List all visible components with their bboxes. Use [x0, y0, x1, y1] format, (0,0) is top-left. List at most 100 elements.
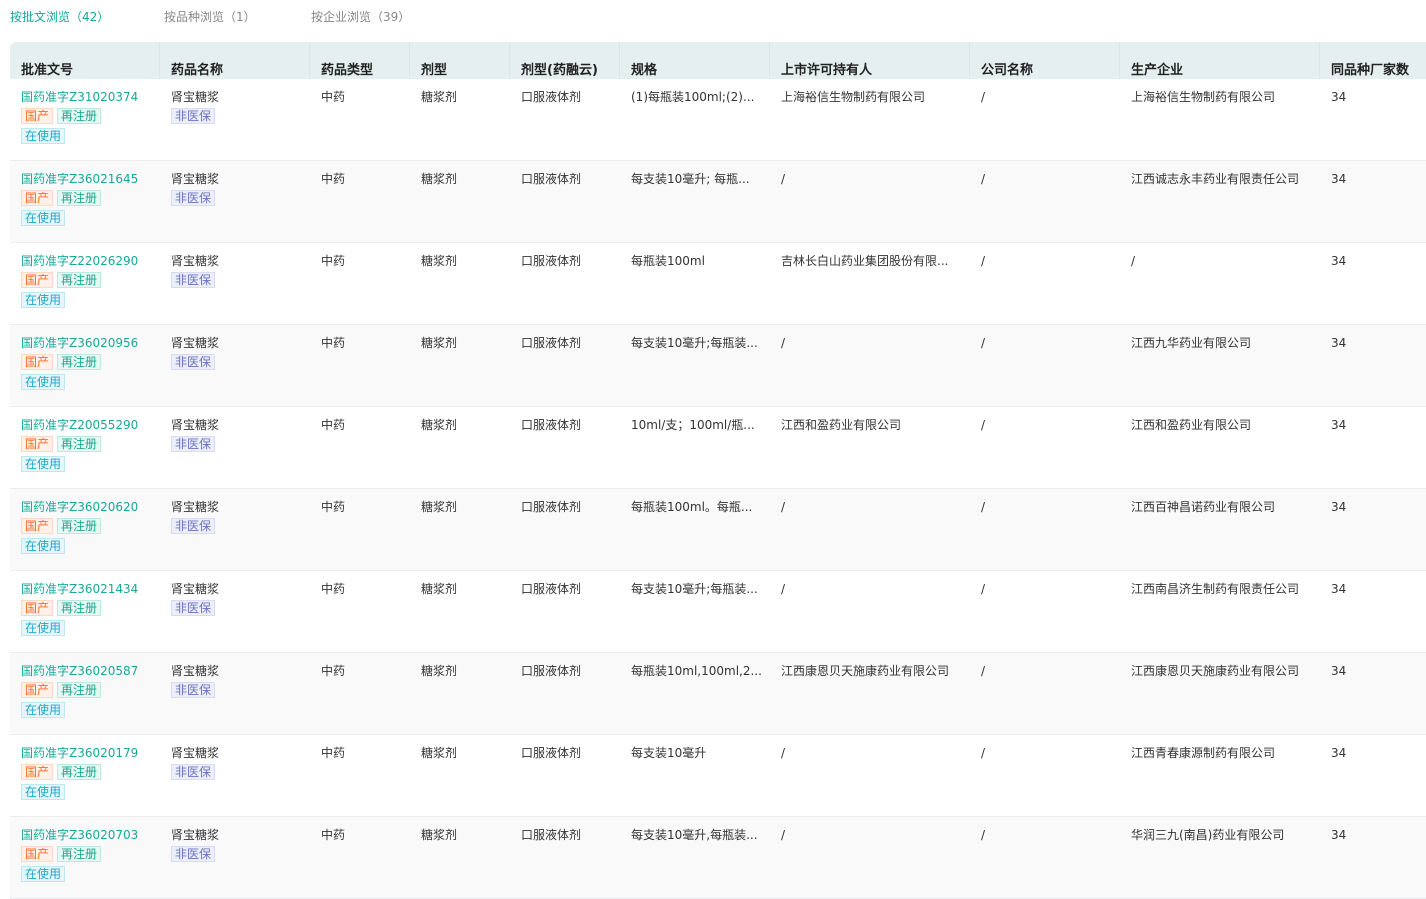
tab-by-variety[interactable]: 按品种浏览（1） [164, 10, 256, 24]
tag-in-use: 在使用 [21, 456, 66, 472]
tag-non-insurance: 非医保 [171, 272, 216, 288]
cell-holder: / [770, 735, 970, 816]
drug-name: 肾宝糖浆 [171, 828, 220, 842]
form2-value: 口服液体剂 [521, 90, 582, 104]
approval-number-link[interactable]: 国药准字Z22026290 [21, 254, 139, 268]
cell-manufacturer: / [1120, 243, 1320, 324]
cell-spec: 每支装10毫升;每瓶装... [620, 325, 770, 406]
table-body: 国药准字Z31020374 国产 再注册 在使用 肾宝糖浆 非医保 中药 糖浆剂 口服液体剂 (1… [10, 79, 1426, 899]
spec-value: 每支装10毫升,每瓶装... [631, 828, 758, 842]
tag-non-insurance: 非医保 [171, 764, 216, 780]
cell-approval: 国药准字Z36020587 国产 再注册 在使用 [10, 653, 160, 734]
form2-value: 口服液体剂 [521, 336, 582, 350]
cell-holder: / [770, 161, 970, 242]
manufacturer-value: 江西康恩贝天施康药业有限公司 [1131, 664, 1300, 678]
tag-reregister: 再注册 [57, 354, 102, 370]
type-value: 中药 [321, 746, 346, 760]
count-value: 34 [1331, 664, 1347, 678]
cell-holder: / [770, 489, 970, 570]
cell-manufacturer: 江西和盈药业有限公司 [1120, 407, 1320, 488]
column-header-form2: 剂型(药融云) [510, 42, 620, 79]
cell-manufacturer: 江西南昌济生制药有限责任公司 [1120, 571, 1320, 652]
form2-value: 口服液体剂 [521, 172, 582, 186]
cell-type: 中药 [310, 735, 410, 816]
cell-approval: 国药准字Z36020703 国产 再注册 在使用 [10, 817, 160, 898]
holder-value: / [781, 172, 786, 186]
form-value: 糖浆剂 [421, 172, 458, 186]
cell-holder: 江西康恩贝天施康药业有限公司 [770, 653, 970, 734]
company-value: / [981, 336, 986, 350]
cell-type: 中药 [310, 817, 410, 898]
approval-number-link[interactable]: 国药准字Z20055290 [21, 418, 139, 432]
approval-number-link[interactable]: 国药准字Z36020587 [21, 664, 139, 678]
manufacturer-value: 江西和盈药业有限公司 [1131, 418, 1252, 432]
cell-form2: 口服液体剂 [510, 407, 620, 488]
tag-in-use: 在使用 [21, 538, 66, 554]
browse-tabs: 按批文浏览（42） 按品种浏览（1） 按企业浏览（39） [10, 8, 410, 26]
tab-by-approval[interactable]: 按批文浏览（42） [10, 10, 110, 24]
company-value: / [981, 172, 986, 186]
cell-count: 34 [1320, 79, 1426, 160]
approval-number-link[interactable]: 国药准字Z36020703 [21, 828, 139, 842]
table-row: 国药准字Z36020179 国产 再注册 在使用 肾宝糖浆 非医保 中药 糖浆剂 口服液体剂 每支… [10, 735, 1426, 817]
company-value: / [981, 828, 986, 842]
approval-number-link[interactable]: 国药准字Z31020374 [21, 90, 139, 104]
cell-form2: 口服液体剂 [510, 325, 620, 406]
tag-domestic: 国产 [21, 600, 54, 616]
count-value: 34 [1331, 254, 1347, 268]
approval-number-link[interactable]: 国药准字Z36021434 [21, 582, 139, 596]
cell-holder: / [770, 817, 970, 898]
form2-value: 口服液体剂 [521, 254, 582, 268]
tag-reregister: 再注册 [57, 436, 102, 452]
form-value: 糖浆剂 [421, 746, 458, 760]
spec-value: 每支装10毫升;每瓶装... [631, 582, 758, 596]
spec-value: 每支装10毫升;每瓶装... [631, 336, 758, 350]
cell-name: 肾宝糖浆 非医保 [160, 489, 310, 570]
tab-by-company[interactable]: 按企业浏览（39） [311, 10, 411, 24]
cell-form2: 口服液体剂 [510, 161, 620, 242]
holder-value: 吉林长白山药业集团股份有限... [781, 254, 949, 268]
cell-manufacturer: 上海裕信生物制药有限公司 [1120, 79, 1320, 160]
approval-number-link[interactable]: 国药准字Z36020179 [21, 746, 139, 760]
cell-company: / [970, 571, 1120, 652]
tag-reregister: 再注册 [57, 190, 102, 206]
cell-holder: / [770, 325, 970, 406]
form2-value: 口服液体剂 [521, 582, 582, 596]
cell-spec: (1)每瓶装100ml;(2)... [620, 79, 770, 160]
cell-spec: 每瓶装100ml [620, 243, 770, 324]
approval-number-link[interactable]: 国药准字Z36020620 [21, 500, 139, 514]
tag-in-use: 在使用 [21, 292, 66, 308]
cell-name: 肾宝糖浆 非医保 [160, 79, 310, 160]
cell-form2: 口服液体剂 [510, 243, 620, 324]
cell-approval: 国药准字Z22026290 国产 再注册 在使用 [10, 243, 160, 324]
tag-domestic: 国产 [21, 764, 54, 780]
cell-name: 肾宝糖浆 非医保 [160, 735, 310, 816]
cell-holder: / [770, 571, 970, 652]
tag-domestic: 国产 [21, 682, 54, 698]
tag-in-use: 在使用 [21, 210, 66, 226]
tag-non-insurance: 非医保 [171, 682, 216, 698]
count-value: 34 [1331, 418, 1347, 432]
cell-approval: 国药准字Z36020956 国产 再注册 在使用 [10, 325, 160, 406]
approval-number-link[interactable]: 国药准字Z36021645 [21, 172, 139, 186]
tag-domestic: 国产 [21, 518, 54, 534]
cell-form: 糖浆剂 [410, 243, 510, 324]
table-row: 国药准字Z36020620 国产 再注册 在使用 肾宝糖浆 非医保 中药 糖浆剂 口服液体剂 每瓶… [10, 489, 1426, 571]
cell-form: 糖浆剂 [410, 79, 510, 160]
column-header-approval: 批准文号 [10, 42, 160, 79]
approval-number-link[interactable]: 国药准字Z36020956 [21, 336, 139, 350]
cell-count: 34 [1320, 489, 1426, 570]
holder-value: 江西和盈药业有限公司 [781, 418, 902, 432]
cell-holder: 上海裕信生物制药有限公司 [770, 79, 970, 160]
cell-holder: 江西和盈药业有限公司 [770, 407, 970, 488]
holder-value: / [781, 746, 786, 760]
holder-value: / [781, 336, 786, 350]
column-header-count: 同品种厂家数 [1320, 42, 1426, 79]
form-value: 糖浆剂 [421, 664, 458, 678]
approval-tags: 国产 再注册 在使用 [21, 682, 121, 718]
cell-spec: 每瓶装100ml。每瓶... [620, 489, 770, 570]
name-tags: 非医保 [171, 846, 271, 862]
table-row: 国药准字Z36021645 国产 再注册 在使用 肾宝糖浆 非医保 中药 糖浆剂 口服液体剂 每支… [10, 161, 1426, 243]
cell-type: 中药 [310, 653, 410, 734]
tag-in-use: 在使用 [21, 866, 66, 882]
